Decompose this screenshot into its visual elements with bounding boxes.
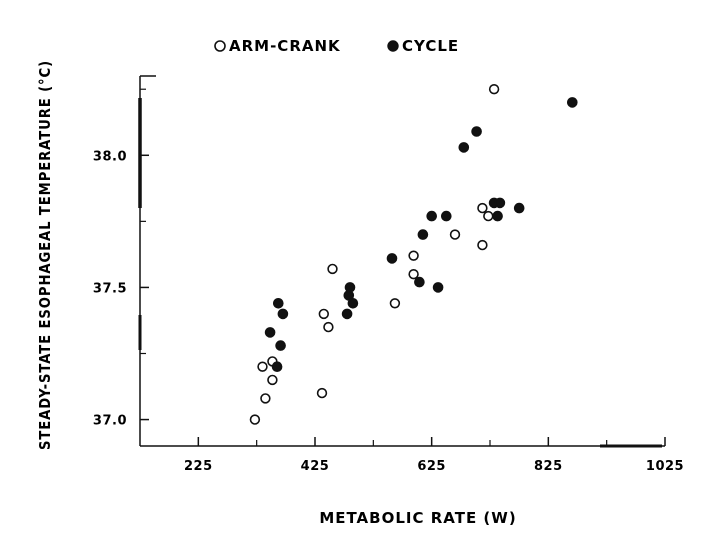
y-tick-label: 37.0	[93, 414, 127, 429]
arm-crank-point	[488, 83, 500, 95]
cycle-point	[458, 142, 470, 153]
arm-crank-point	[249, 414, 261, 425]
arm-crank-point	[260, 393, 271, 404]
arm-crank-point	[389, 298, 401, 309]
cycle-point	[432, 282, 444, 293]
cycle-point	[272, 297, 284, 309]
arm-crank-point	[318, 308, 329, 320]
cycle-point	[386, 253, 398, 264]
cycle-point	[471, 126, 482, 137]
arm-crank-point	[477, 239, 488, 251]
cycle-point	[513, 202, 525, 214]
legend-label-cycle: CYCLE	[402, 37, 459, 55]
cycle-point	[567, 97, 578, 108]
arm-crank-point	[327, 263, 338, 275]
cycle-point	[417, 229, 429, 240]
y-ticks: 37.0 37.5 38.0	[93, 88, 149, 429]
cycle-point	[271, 361, 283, 373]
cycle-point	[341, 308, 353, 320]
legend-label-arm-crank: ARM-CRANK	[229, 37, 341, 55]
arm-crank-point	[316, 387, 328, 399]
y-tick-label: 38.0	[93, 149, 127, 164]
y-tick-label: 37.5	[93, 281, 127, 296]
cycle-point	[344, 282, 356, 293]
x-tick-label: 425	[301, 459, 330, 474]
cycle-point	[426, 210, 438, 222]
arm-crank-point	[408, 250, 419, 261]
x-tick-label: 625	[417, 459, 446, 474]
cycle-point	[440, 210, 452, 222]
legend-marker-cycle	[387, 40, 399, 52]
arm-crank-point	[267, 374, 278, 386]
cycle-point	[414, 276, 425, 288]
y-axis-title: STEADY-STATE ESOPHAGEAL TEMPERATURE (°C)	[36, 60, 54, 450]
x-ticks: 225 425 625 825 1025	[184, 437, 684, 474]
arm-crank-point	[257, 361, 268, 372]
cycle-point	[347, 297, 359, 309]
cycle-point	[494, 197, 506, 209]
x-tick-label: 1025	[646, 459, 684, 474]
x-tick-label: 225	[184, 459, 213, 474]
legend-marker-arm-crank	[214, 40, 226, 52]
arm-crank-point	[477, 202, 488, 214]
arm-crank-point	[408, 269, 419, 280]
cycle-point	[264, 327, 276, 338]
legend: ARM-CRANK CYCLE	[214, 37, 459, 55]
x-axis-title: METABOLIC RATE (W)	[319, 509, 516, 527]
arm-crank-point	[483, 210, 494, 222]
cycle-point	[492, 210, 503, 222]
cycle-point	[277, 308, 289, 320]
arm-crank-point	[449, 229, 461, 240]
x-tick-label: 825	[534, 459, 563, 474]
data-points	[249, 83, 578, 425]
cycle-point	[275, 340, 286, 351]
arm-crank-point	[323, 321, 334, 333]
